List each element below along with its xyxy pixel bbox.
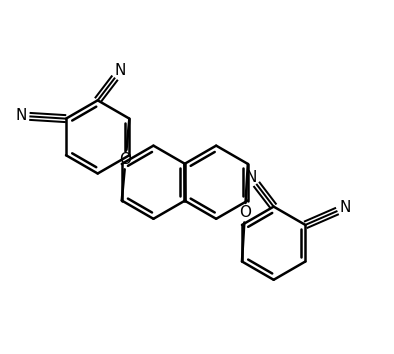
Text: N: N	[115, 63, 126, 78]
Text: N: N	[245, 170, 257, 184]
Text: N: N	[340, 200, 351, 215]
Text: N: N	[15, 108, 26, 123]
Text: O: O	[119, 152, 132, 167]
Text: O: O	[239, 205, 251, 220]
